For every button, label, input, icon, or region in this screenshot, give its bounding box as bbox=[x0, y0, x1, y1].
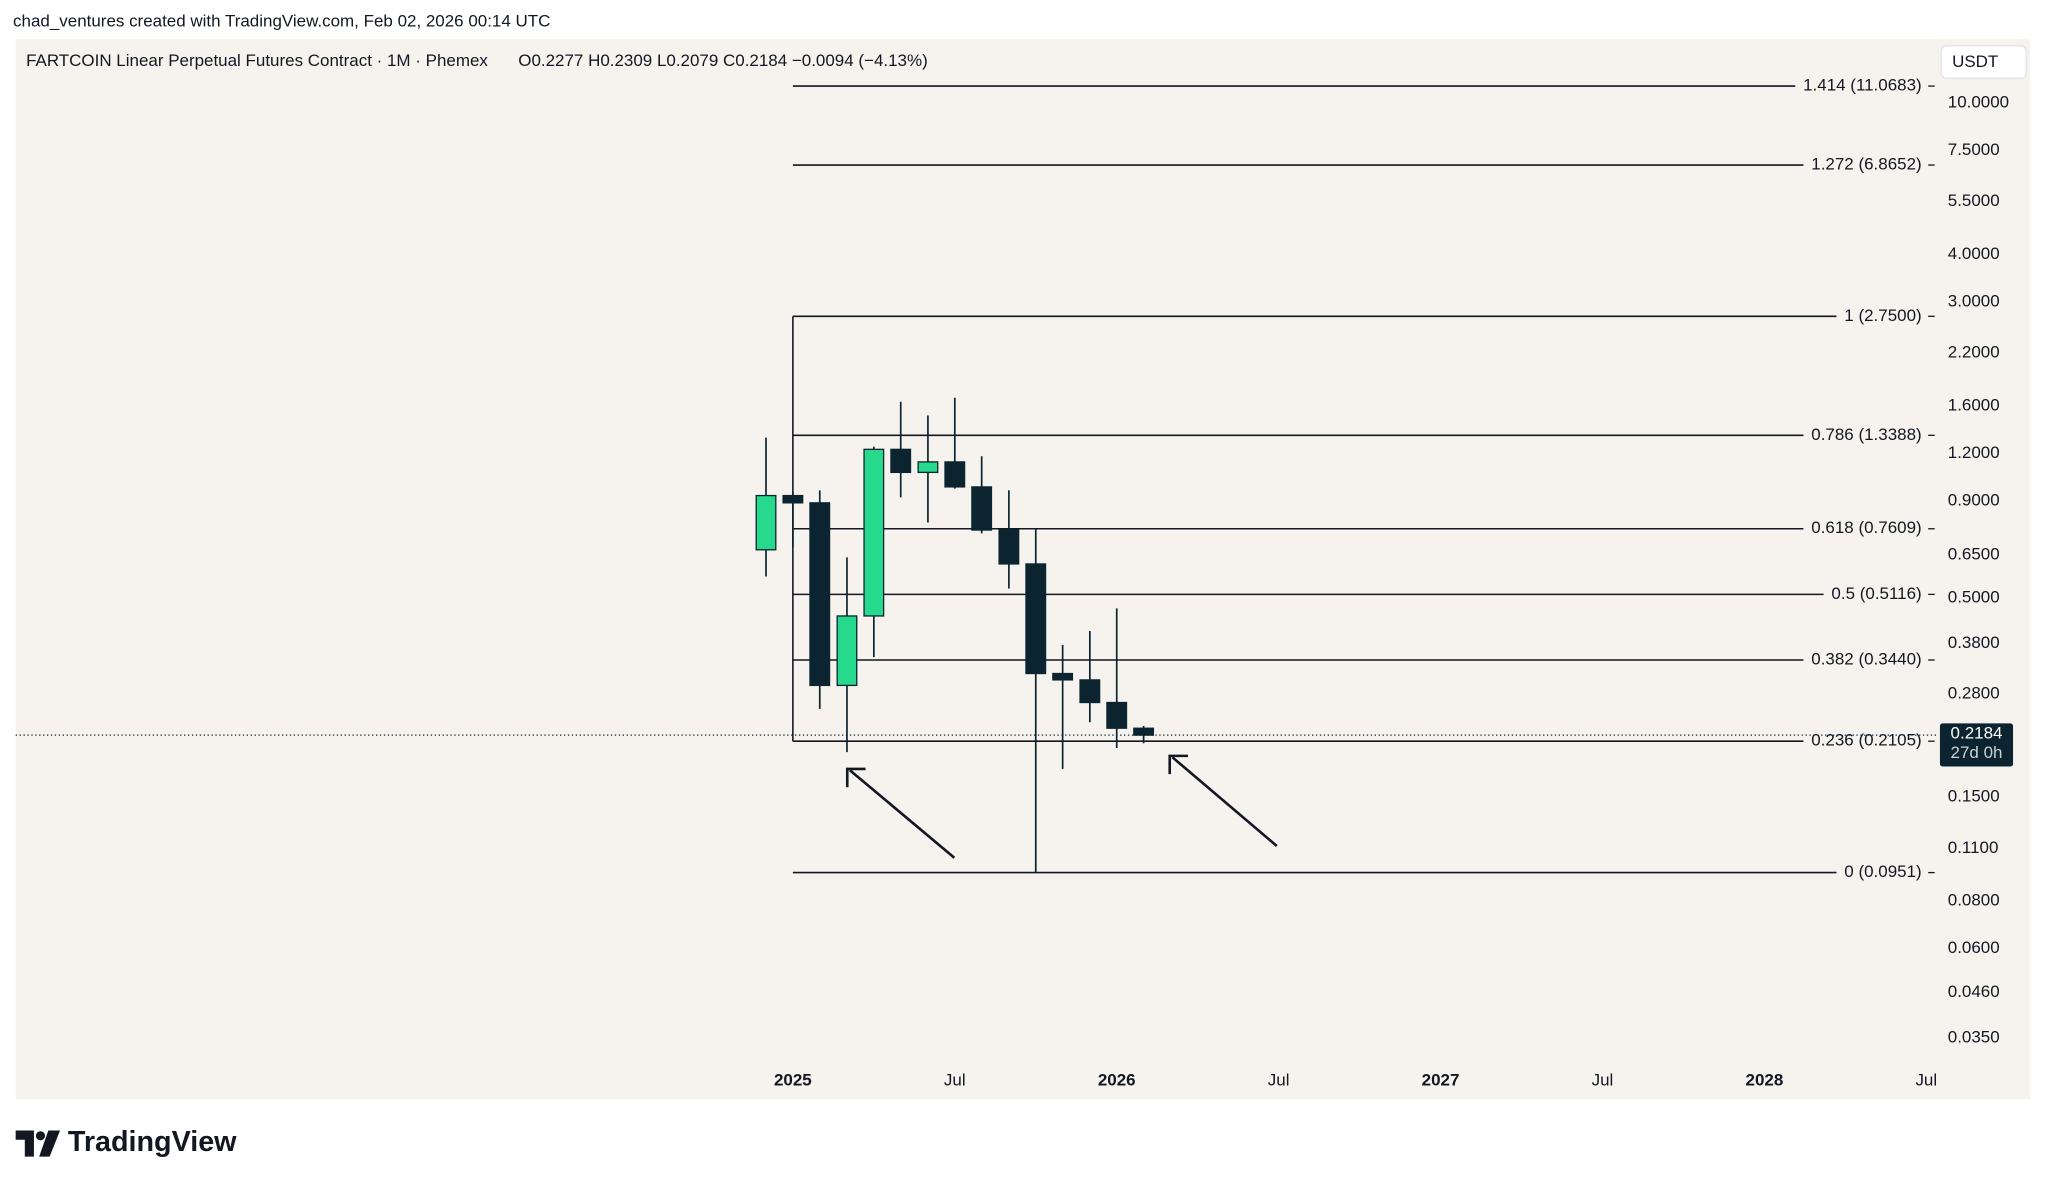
countdown: 27d 0h bbox=[1951, 743, 2003, 762]
currency-box[interactable] bbox=[1940, 45, 2027, 79]
chart-area bbox=[15, 39, 2031, 1100]
x-tick-label: Jul bbox=[1592, 1070, 1614, 1089]
y-tick-label: 0.0460 bbox=[1948, 982, 2000, 1001]
x-tick-label: 2027 bbox=[1422, 1070, 1460, 1089]
y-tick-label: 3.0000 bbox=[1948, 291, 2000, 310]
chart-title: FARTCOIN Linear Perpetual Futures Contra… bbox=[26, 51, 488, 70]
last-price-label: 0.2184 bbox=[1951, 723, 2003, 742]
y-tick-label: 1.6000 bbox=[1948, 395, 2000, 414]
last-price-box bbox=[1939, 723, 2014, 767]
candle-body bbox=[971, 486, 993, 531]
y-tick-label: 0.1500 bbox=[1948, 787, 2000, 806]
currency[interactable]: USDT bbox=[1952, 52, 1998, 71]
candle-body bbox=[1079, 679, 1101, 704]
arrow-head bbox=[845, 767, 866, 788]
y-tick-label: 0.0600 bbox=[1948, 938, 2000, 957]
y-tick-label: 2.2000 bbox=[1948, 343, 2000, 362]
logo: TradingView bbox=[15, 1126, 237, 1158]
fib-label: 0.5 (0.5116) bbox=[1831, 584, 1921, 603]
y-tick-label: 0.2800 bbox=[1948, 684, 2000, 703]
candle-body bbox=[836, 615, 858, 687]
candle-body bbox=[998, 529, 1020, 565]
fib-label: 1.272 (6.8652) bbox=[1811, 155, 1921, 174]
x-tick-label: 2025 bbox=[774, 1070, 812, 1089]
candle-body bbox=[1106, 701, 1128, 729]
fib-label: 0 (0.0951) bbox=[1844, 862, 1921, 881]
brand: TradingView bbox=[68, 1126, 237, 1158]
y-tick-label: 0.3800 bbox=[1948, 633, 2000, 652]
y-tick-label: 4.0000 bbox=[1948, 244, 2000, 263]
candle-body bbox=[1052, 672, 1074, 681]
y-tick-label: 10.0000 bbox=[1948, 92, 2009, 111]
candle-body bbox=[863, 448, 885, 617]
x-tick-label: Jul bbox=[944, 1070, 966, 1089]
x-tick-label: 2026 bbox=[1098, 1070, 1136, 1089]
arrow bbox=[849, 769, 956, 859]
logo-icon bbox=[39, 1130, 61, 1157]
candle-body bbox=[917, 461, 939, 474]
candle-body bbox=[890, 448, 912, 474]
y-tick-label: 0.1100 bbox=[1948, 838, 1999, 857]
y-tick-label: 0.5000 bbox=[1948, 588, 2000, 607]
candle-body bbox=[782, 494, 804, 504]
arrows bbox=[845, 754, 1278, 859]
fib-label: 1.414 (11.0683) bbox=[1803, 76, 1922, 95]
arrow-head bbox=[1168, 754, 1188, 775]
y-tick-label: 0.0800 bbox=[1948, 891, 2000, 910]
ohlc-legend: O0.2277 H0.2309 L0.2079 C0.2184 −0.0094 … bbox=[518, 51, 927, 70]
fib-label: 0.786 (1.3388) bbox=[1811, 425, 1921, 444]
candle-body bbox=[809, 502, 831, 687]
candle-body bbox=[944, 461, 966, 488]
y-tick-label: 5.5000 bbox=[1948, 191, 2000, 210]
attribution: chad_ventures created with TradingView.c… bbox=[13, 12, 550, 31]
y-tick-label: 1.2000 bbox=[1948, 443, 2000, 462]
candle-body bbox=[755, 494, 777, 551]
logo-icon bbox=[35, 1131, 46, 1141]
candle-body bbox=[1133, 727, 1155, 736]
candle-body bbox=[1025, 563, 1047, 675]
arrow bbox=[1171, 756, 1278, 847]
y-tick-label: 0.9000 bbox=[1948, 490, 2000, 509]
x-tick-label: 2028 bbox=[1746, 1070, 1784, 1089]
fib-label: 0.236 (0.2105) bbox=[1811, 731, 1921, 750]
y-tick-label: 0.6500 bbox=[1948, 544, 2000, 563]
x-tick-label: Jul bbox=[1268, 1070, 1290, 1089]
fib-label: 0.618 (0.7609) bbox=[1811, 518, 1921, 537]
fib-label: 1 (2.7500) bbox=[1844, 306, 1921, 325]
logo-icon bbox=[15, 1130, 34, 1157]
y-tick-label: 0.0350 bbox=[1948, 1027, 2000, 1046]
x-tick-label: Jul bbox=[1915, 1070, 1937, 1089]
fib-label: 0.382 (0.3440) bbox=[1811, 649, 1921, 668]
y-tick-label: 7.5000 bbox=[1948, 140, 2000, 159]
